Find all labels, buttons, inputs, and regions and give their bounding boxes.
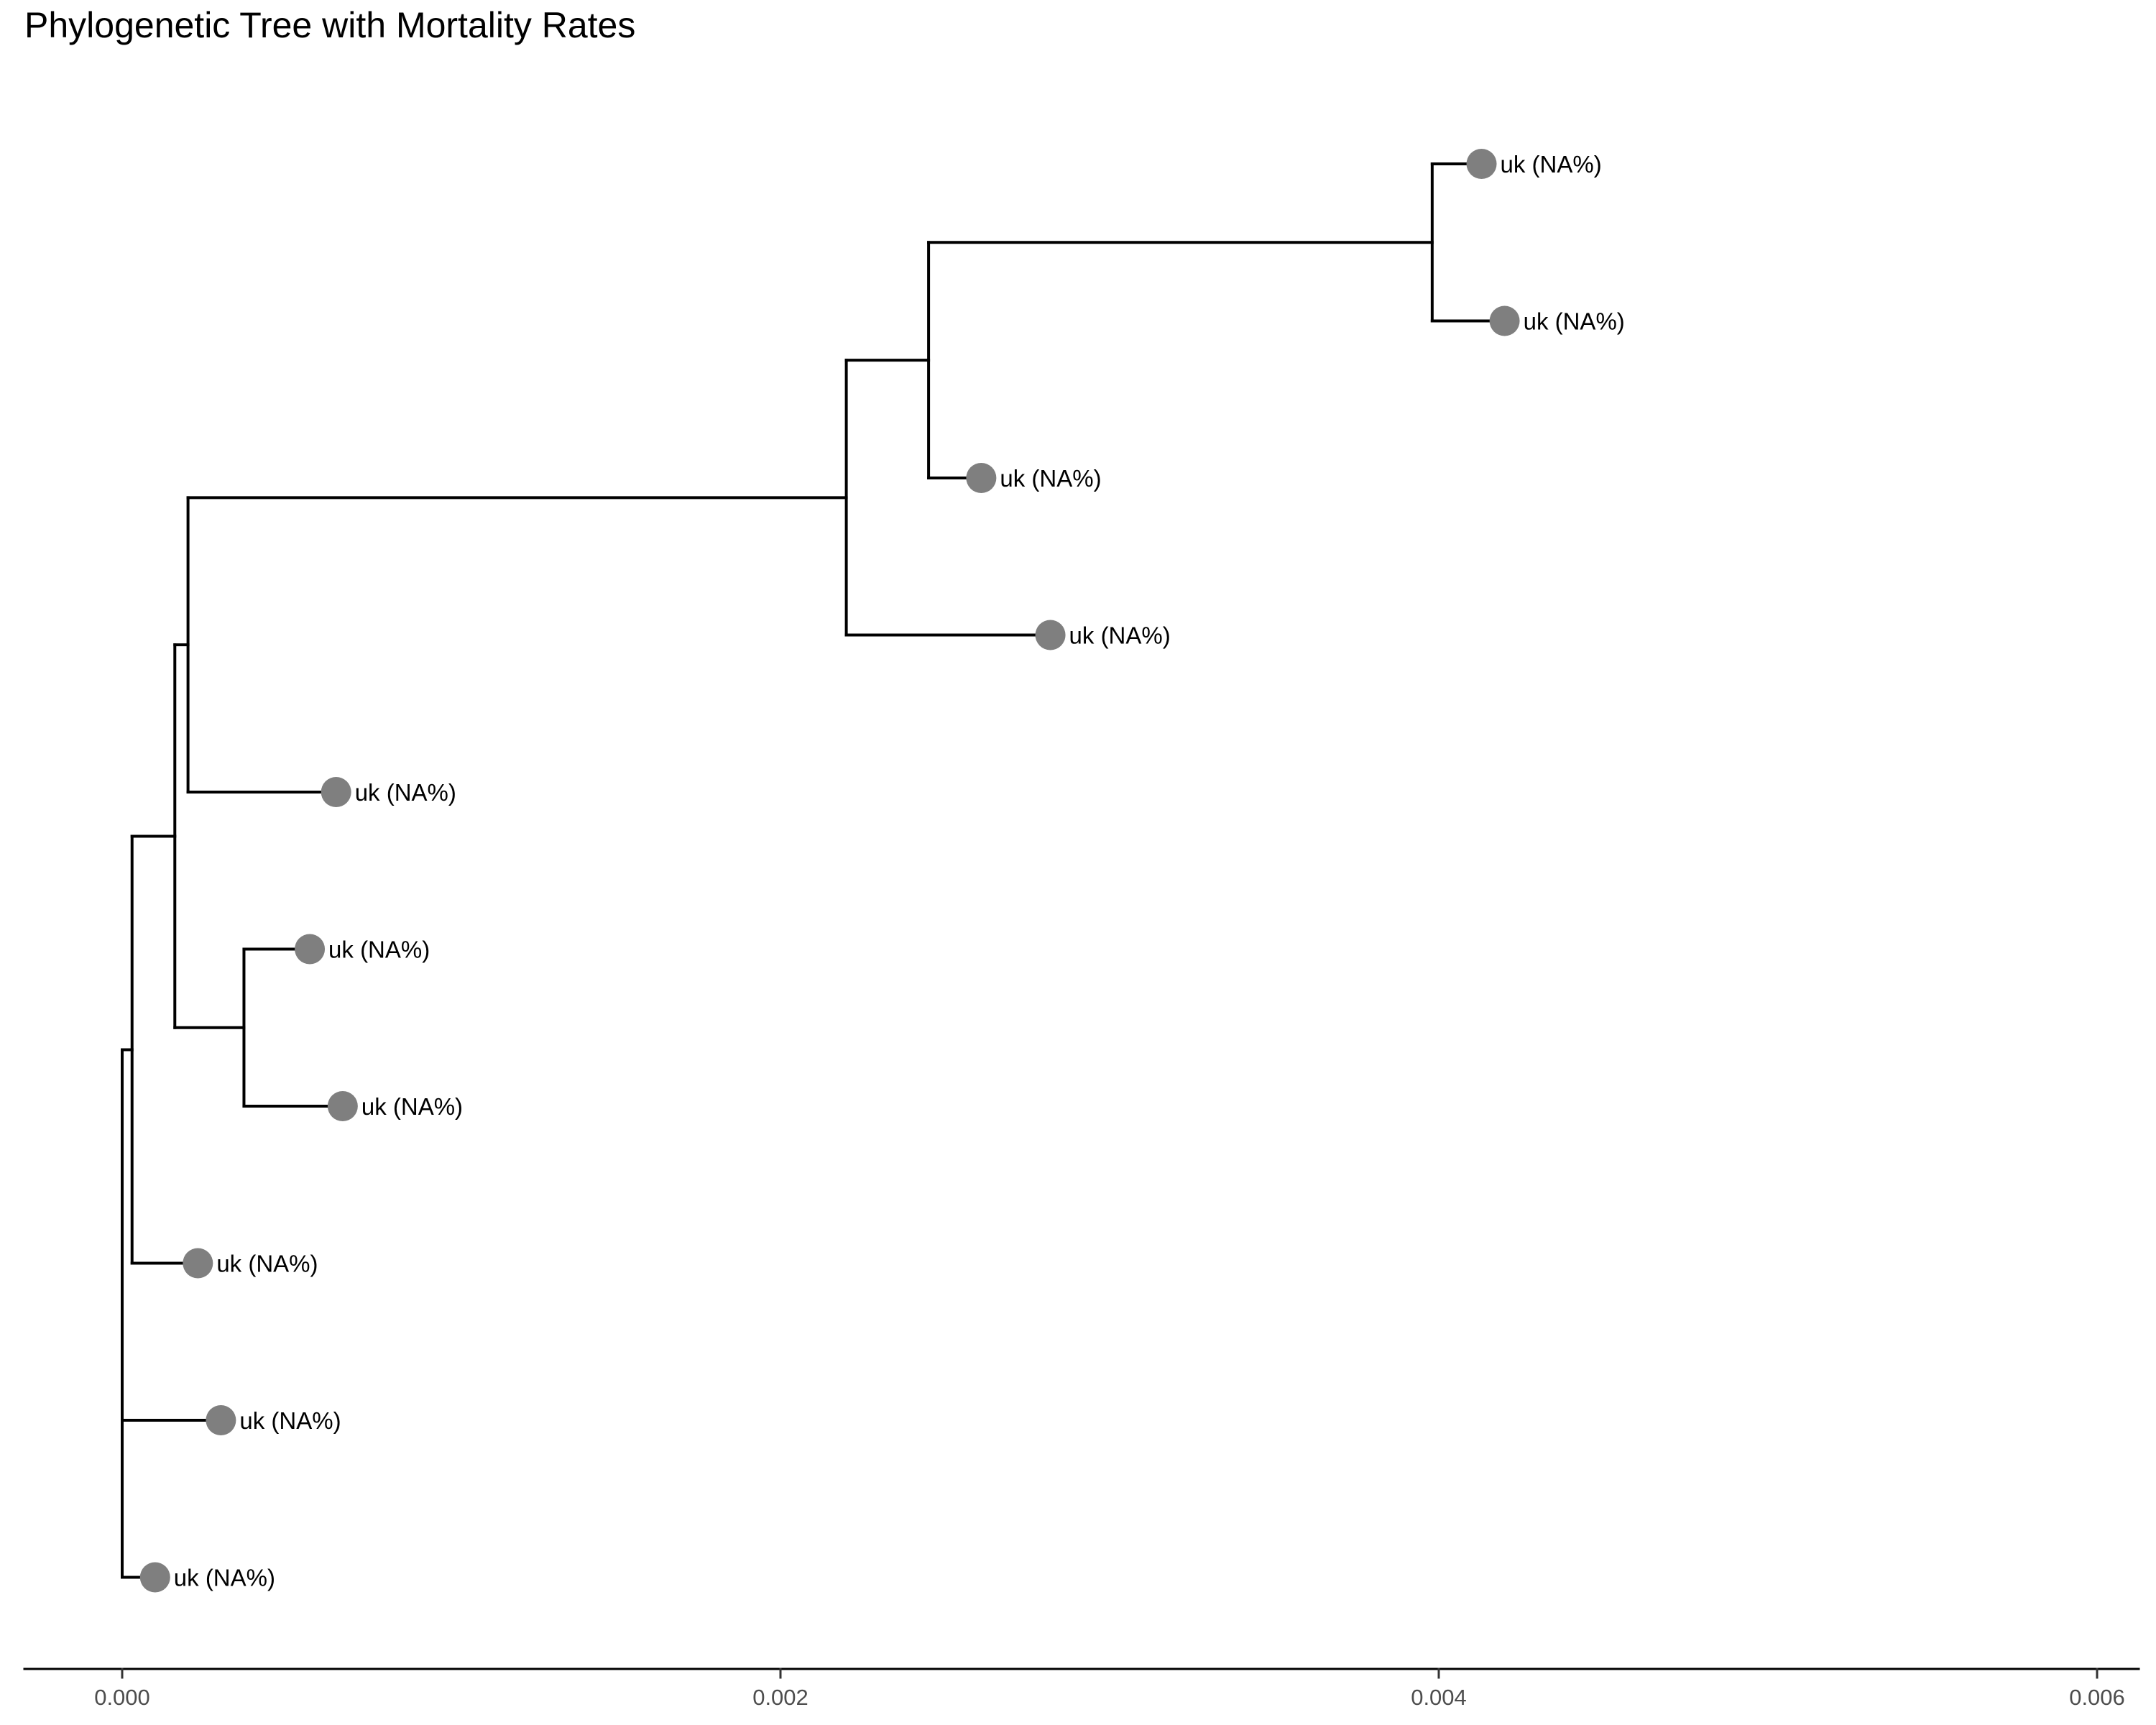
tip-point	[139, 1562, 170, 1593]
chart-title: Phylogenetic Tree with Mortality Rates	[24, 5, 636, 45]
tip-point	[321, 777, 351, 807]
tip-label: uk (NA%)	[1000, 465, 1101, 492]
tip-point	[183, 1248, 213, 1279]
x-tick-label: 0.000	[94, 1685, 150, 1710]
tip-label: uk (NA%)	[355, 779, 456, 806]
tip-label: uk (NA%)	[1069, 622, 1171, 649]
tip-point	[327, 1091, 358, 1121]
tip-point	[966, 463, 997, 493]
x-tick-label: 0.002	[752, 1685, 808, 1710]
tip-point	[1489, 305, 1520, 336]
tip-label: uk (NA%)	[361, 1093, 463, 1120]
tip-label: uk (NA%)	[239, 1407, 341, 1434]
tip-point	[1466, 149, 1497, 179]
tip-label: uk (NA%)	[216, 1251, 318, 1277]
tip-label: uk (NA%)	[1524, 308, 1625, 335]
tip-point	[1035, 620, 1066, 650]
x-axis: 0.000 0.002 0.004 0.006	[23, 1668, 2140, 1710]
x-tick-label: 0.004	[1411, 1685, 1467, 1710]
tip-label: uk (NA%)	[328, 937, 430, 963]
tip-label: uk (NA%)	[1501, 151, 1602, 178]
tip-point	[295, 934, 326, 965]
tip-point	[206, 1405, 236, 1435]
branches-layer	[121, 162, 1506, 1579]
tip-label: uk (NA%)	[174, 1565, 275, 1591]
tips-layer: uk (NA%) uk (NA%) uk (NA%) uk (NA%) uk (NA%)…	[139, 149, 1625, 1593]
x-tick-label: 0.006	[2069, 1685, 2125, 1710]
